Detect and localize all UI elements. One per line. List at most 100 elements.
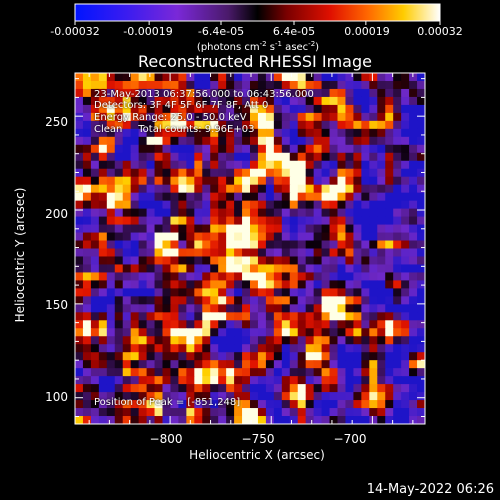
heatmap-cell: [218, 112, 227, 122]
heatmap-cell: [345, 144, 354, 154]
heatmap-cell: [75, 368, 84, 377]
heatmap-cell: [361, 328, 370, 337]
heatmap-cell: [226, 264, 235, 274]
heatmap-cell: [257, 304, 267, 313]
heatmap-cell: [106, 240, 116, 250]
heatmap-cell: [210, 168, 219, 178]
heatmap-cell: [401, 256, 410, 266]
heatmap-cell: [170, 152, 179, 162]
heatmap-cell: [130, 120, 140, 130]
heatmap-cell: [361, 376, 370, 385]
heatmap-cell: [305, 192, 315, 202]
heatmap-cell: [353, 376, 362, 385]
heatmap-cell: [226, 312, 235, 321]
heatmap-cell: [321, 256, 331, 266]
heatmap-cell: [329, 312, 339, 321]
heatmap-cell: [218, 96, 227, 106]
heatmap-cell: [194, 360, 203, 369]
heatmap-cell: [361, 304, 370, 313]
heatmap-cell: [345, 128, 354, 138]
heatmap-cell: [313, 224, 323, 234]
heatmap-cell: [329, 104, 339, 114]
heatmap-cell: [146, 392, 156, 401]
heatmap-cell: [417, 328, 425, 337]
heatmap-cell: [82, 73, 92, 82]
heatmap-cell: [226, 336, 235, 345]
heatmap-cell: [345, 392, 354, 401]
heatmap-cell: [186, 368, 195, 377]
heatmap-cell: [234, 152, 243, 162]
heatmap-cell: [170, 280, 179, 289]
heatmap-cell: [273, 280, 283, 289]
heatmap-cell: [313, 176, 323, 186]
heatmap-cell: [321, 200, 331, 210]
heatmap-cell: [409, 264, 418, 274]
heatmap-cell: [194, 392, 203, 401]
heatmap-cell: [122, 360, 132, 369]
heatmap-cell: [130, 264, 140, 274]
heatmap-cell: [194, 176, 203, 186]
heatmap-cell: [265, 120, 275, 130]
heatmap-cell: [329, 128, 339, 138]
heatmap-cell: [226, 200, 235, 210]
heatmap-cell: [409, 120, 418, 130]
heatmap-cell: [202, 344, 211, 353]
heatmap-cell: [289, 256, 299, 266]
heatmap-cell: [106, 360, 116, 369]
heatmap-cell: [234, 272, 243, 282]
heatmap-cell: [114, 368, 124, 377]
heatmap-cell: [361, 256, 370, 266]
heatmap-cell: [401, 73, 410, 82]
heatmap-cell: [281, 96, 291, 106]
heatmap-cell: [178, 176, 187, 186]
heatmap-cell: [409, 88, 418, 98]
heatmap-cell: [345, 384, 354, 393]
heatmap-cell: [409, 368, 418, 377]
heatmap-cell: [154, 264, 164, 274]
heatmap-cell: [242, 400, 251, 409]
heatmap-cell: [353, 328, 362, 337]
heatmap-cell: [377, 104, 386, 114]
heatmap-cell: [146, 288, 156, 297]
heatmap-cell: [122, 232, 132, 242]
heatmap-cell: [409, 128, 418, 138]
heatmap-cell: [130, 328, 140, 337]
heatmap-cell: [154, 73, 164, 82]
heatmap-cell: [281, 240, 291, 250]
heatmap-cell: [162, 256, 172, 266]
heatmap-cell: [409, 216, 418, 226]
heatmap-cell: [138, 256, 148, 266]
heatmap-cell: [250, 256, 259, 266]
heatmap-cell: [273, 256, 283, 266]
heatmap-cell: [385, 328, 394, 337]
heatmap-cell: [250, 400, 259, 409]
heatmap-cell: [377, 176, 386, 186]
heatmap-cell: [90, 184, 100, 194]
heatmap-cell: [409, 352, 418, 361]
heatmap-cell: [218, 264, 227, 274]
heatmap-cell: [377, 73, 386, 82]
heatmap-cell: [289, 176, 299, 186]
heatmap-cell: [106, 272, 116, 282]
heatmap-cell: [138, 184, 148, 194]
heatmap-cell: [257, 128, 267, 138]
heatmap-cell: [210, 176, 219, 186]
heatmap-cell: [98, 192, 108, 202]
heatmap-cell: [234, 192, 243, 202]
heatmap-cell: [377, 88, 386, 98]
heatmap-cell: [393, 96, 402, 106]
heatmap-cell: [234, 328, 243, 337]
heatmap-cell: [226, 73, 235, 82]
heatmap-cell: [305, 176, 315, 186]
heatmap-cell: [305, 288, 315, 297]
heatmap-cell: [138, 264, 148, 274]
heatmap-cell: [265, 176, 275, 186]
heatmap-cell: [265, 368, 275, 377]
heatmap-cell: [281, 384, 291, 393]
heatmap-cell: [162, 248, 172, 258]
heatmap-cell: [393, 136, 402, 146]
heatmap-cell: [377, 112, 386, 122]
heatmap-cell: [377, 216, 386, 226]
heatmap-cell: [186, 96, 195, 106]
heatmap-cell: [122, 304, 132, 313]
